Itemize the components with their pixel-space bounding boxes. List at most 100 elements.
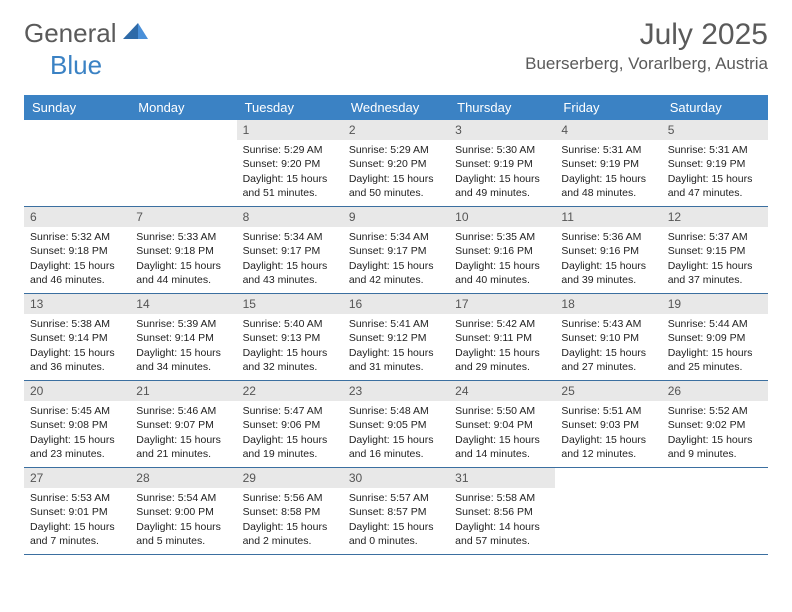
calendar-cell: 8Sunrise: 5:34 AMSunset: 9:17 PMDaylight… bbox=[237, 207, 343, 293]
day-number: 17 bbox=[449, 294, 555, 314]
calendar-row: 1Sunrise: 5:29 AMSunset: 9:20 PMDaylight… bbox=[24, 120, 768, 207]
calendar-body: 1Sunrise: 5:29 AMSunset: 9:20 PMDaylight… bbox=[24, 120, 768, 555]
daylight-line: Daylight: 15 hours and 5 minutes. bbox=[136, 520, 230, 548]
calendar-cell: 24Sunrise: 5:50 AMSunset: 9:04 PMDayligh… bbox=[449, 381, 555, 467]
sunset-line: Sunset: 9:03 PM bbox=[561, 418, 655, 432]
day-number: 9 bbox=[343, 207, 449, 227]
sunrise-line: Sunrise: 5:42 AM bbox=[455, 317, 549, 331]
day-body: Sunrise: 5:34 AMSunset: 9:17 PMDaylight:… bbox=[237, 227, 343, 293]
sunrise-line: Sunrise: 5:46 AM bbox=[136, 404, 230, 418]
day-number: 24 bbox=[449, 381, 555, 401]
day-number: 18 bbox=[555, 294, 661, 314]
daylight-line: Daylight: 15 hours and 43 minutes. bbox=[243, 259, 337, 287]
sunset-line: Sunset: 9:19 PM bbox=[561, 157, 655, 171]
daylight-line: Daylight: 15 hours and 39 minutes. bbox=[561, 259, 655, 287]
sunrise-line: Sunrise: 5:34 AM bbox=[349, 230, 443, 244]
day-body: Sunrise: 5:34 AMSunset: 9:17 PMDaylight:… bbox=[343, 227, 449, 293]
sunrise-line: Sunrise: 5:51 AM bbox=[561, 404, 655, 418]
day-number: 31 bbox=[449, 468, 555, 488]
title-block: July 2025 Buerserberg, Vorarlberg, Austr… bbox=[525, 18, 768, 74]
sunrise-line: Sunrise: 5:35 AM bbox=[455, 230, 549, 244]
sunrise-line: Sunrise: 5:34 AM bbox=[243, 230, 337, 244]
daylight-line: Daylight: 15 hours and 49 minutes. bbox=[455, 172, 549, 200]
sunrise-line: Sunrise: 5:38 AM bbox=[30, 317, 124, 331]
sunrise-line: Sunrise: 5:32 AM bbox=[30, 230, 124, 244]
day-number: 27 bbox=[24, 468, 130, 488]
daylight-line: Daylight: 15 hours and 51 minutes. bbox=[243, 172, 337, 200]
day-number: 15 bbox=[237, 294, 343, 314]
sunset-line: Sunset: 9:01 PM bbox=[30, 505, 124, 519]
calendar-cell: 5Sunrise: 5:31 AMSunset: 9:19 PMDaylight… bbox=[662, 120, 768, 206]
calendar: SundayMondayTuesdayWednesdayThursdayFrid… bbox=[24, 95, 768, 555]
calendar-cell: 18Sunrise: 5:43 AMSunset: 9:10 PMDayligh… bbox=[555, 294, 661, 380]
daylight-line: Daylight: 14 hours and 57 minutes. bbox=[455, 520, 549, 548]
day-body: Sunrise: 5:56 AMSunset: 8:58 PMDaylight:… bbox=[237, 488, 343, 554]
weekday-header: Friday bbox=[555, 95, 661, 120]
day-number: 7 bbox=[130, 207, 236, 227]
day-number: 30 bbox=[343, 468, 449, 488]
day-number: 20 bbox=[24, 381, 130, 401]
daylight-line: Daylight: 15 hours and 7 minutes. bbox=[30, 520, 124, 548]
daylight-line: Daylight: 15 hours and 32 minutes. bbox=[243, 346, 337, 374]
weekday-header: Sunday bbox=[24, 95, 130, 120]
sunrise-line: Sunrise: 5:50 AM bbox=[455, 404, 549, 418]
calendar-cell: 13Sunrise: 5:38 AMSunset: 9:14 PMDayligh… bbox=[24, 294, 130, 380]
day-body: Sunrise: 5:50 AMSunset: 9:04 PMDaylight:… bbox=[449, 401, 555, 467]
day-body: Sunrise: 5:36 AMSunset: 9:16 PMDaylight:… bbox=[555, 227, 661, 293]
day-body: Sunrise: 5:51 AMSunset: 9:03 PMDaylight:… bbox=[555, 401, 661, 467]
daylight-line: Daylight: 15 hours and 44 minutes. bbox=[136, 259, 230, 287]
sunset-line: Sunset: 9:14 PM bbox=[30, 331, 124, 345]
calendar-cell-empty bbox=[130, 120, 236, 206]
calendar-cell: 3Sunrise: 5:30 AMSunset: 9:19 PMDaylight… bbox=[449, 120, 555, 206]
calendar-cell: 29Sunrise: 5:56 AMSunset: 8:58 PMDayligh… bbox=[237, 468, 343, 554]
sunset-line: Sunset: 8:56 PM bbox=[455, 505, 549, 519]
calendar-cell: 10Sunrise: 5:35 AMSunset: 9:16 PMDayligh… bbox=[449, 207, 555, 293]
day-body: Sunrise: 5:35 AMSunset: 9:16 PMDaylight:… bbox=[449, 227, 555, 293]
daylight-line: Daylight: 15 hours and 9 minutes. bbox=[668, 433, 762, 461]
daylight-line: Daylight: 15 hours and 19 minutes. bbox=[243, 433, 337, 461]
calendar-cell: 17Sunrise: 5:42 AMSunset: 9:11 PMDayligh… bbox=[449, 294, 555, 380]
calendar-cell: 20Sunrise: 5:45 AMSunset: 9:08 PMDayligh… bbox=[24, 381, 130, 467]
sunrise-line: Sunrise: 5:43 AM bbox=[561, 317, 655, 331]
sunrise-line: Sunrise: 5:31 AM bbox=[668, 143, 762, 157]
day-number: 4 bbox=[555, 120, 661, 140]
calendar-cell: 14Sunrise: 5:39 AMSunset: 9:14 PMDayligh… bbox=[130, 294, 236, 380]
calendar-row: 13Sunrise: 5:38 AMSunset: 9:14 PMDayligh… bbox=[24, 294, 768, 381]
day-body: Sunrise: 5:43 AMSunset: 9:10 PMDaylight:… bbox=[555, 314, 661, 380]
daylight-line: Daylight: 15 hours and 12 minutes. bbox=[561, 433, 655, 461]
sunrise-line: Sunrise: 5:39 AM bbox=[136, 317, 230, 331]
daylight-line: Daylight: 15 hours and 31 minutes. bbox=[349, 346, 443, 374]
sunset-line: Sunset: 9:08 PM bbox=[30, 418, 124, 432]
daylight-line: Daylight: 15 hours and 50 minutes. bbox=[349, 172, 443, 200]
day-number: 5 bbox=[662, 120, 768, 140]
sunrise-line: Sunrise: 5:31 AM bbox=[561, 143, 655, 157]
daylight-line: Daylight: 15 hours and 25 minutes. bbox=[668, 346, 762, 374]
sunrise-line: Sunrise: 5:44 AM bbox=[668, 317, 762, 331]
day-body: Sunrise: 5:29 AMSunset: 9:20 PMDaylight:… bbox=[343, 140, 449, 206]
calendar-cell: 21Sunrise: 5:46 AMSunset: 9:07 PMDayligh… bbox=[130, 381, 236, 467]
logo-text-2: Blue bbox=[50, 50, 102, 81]
sunset-line: Sunset: 8:57 PM bbox=[349, 505, 443, 519]
calendar-cell: 4Sunrise: 5:31 AMSunset: 9:19 PMDaylight… bbox=[555, 120, 661, 206]
calendar-row: 27Sunrise: 5:53 AMSunset: 9:01 PMDayligh… bbox=[24, 468, 768, 555]
sunrise-line: Sunrise: 5:40 AM bbox=[243, 317, 337, 331]
sunset-line: Sunset: 9:15 PM bbox=[668, 244, 762, 258]
sunset-line: Sunset: 9:05 PM bbox=[349, 418, 443, 432]
day-number: 23 bbox=[343, 381, 449, 401]
day-body: Sunrise: 5:31 AMSunset: 9:19 PMDaylight:… bbox=[555, 140, 661, 206]
sunset-line: Sunset: 9:04 PM bbox=[455, 418, 549, 432]
sunset-line: Sunset: 9:20 PM bbox=[349, 157, 443, 171]
day-body: Sunrise: 5:58 AMSunset: 8:56 PMDaylight:… bbox=[449, 488, 555, 554]
day-body: Sunrise: 5:38 AMSunset: 9:14 PMDaylight:… bbox=[24, 314, 130, 380]
calendar-cell: 11Sunrise: 5:36 AMSunset: 9:16 PMDayligh… bbox=[555, 207, 661, 293]
day-body: Sunrise: 5:46 AMSunset: 9:07 PMDaylight:… bbox=[130, 401, 236, 467]
logo-text-1: General bbox=[24, 18, 117, 49]
day-number: 3 bbox=[449, 120, 555, 140]
daylight-line: Daylight: 15 hours and 46 minutes. bbox=[30, 259, 124, 287]
calendar-cell: 2Sunrise: 5:29 AMSunset: 9:20 PMDaylight… bbox=[343, 120, 449, 206]
day-number: 21 bbox=[130, 381, 236, 401]
day-body: Sunrise: 5:41 AMSunset: 9:12 PMDaylight:… bbox=[343, 314, 449, 380]
calendar-cell-empty bbox=[24, 120, 130, 206]
sunset-line: Sunset: 9:09 PM bbox=[668, 331, 762, 345]
day-number: 16 bbox=[343, 294, 449, 314]
